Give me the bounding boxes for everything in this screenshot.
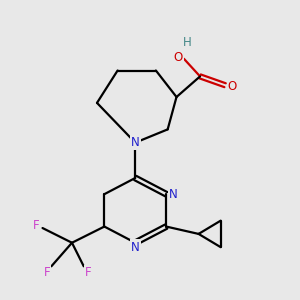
Text: N: N xyxy=(131,136,140,149)
Text: N: N xyxy=(131,241,140,254)
Text: F: F xyxy=(44,266,50,279)
Text: F: F xyxy=(85,266,92,279)
Text: N: N xyxy=(169,188,178,201)
Text: F: F xyxy=(33,219,39,232)
Text: O: O xyxy=(228,80,237,93)
Text: O: O xyxy=(173,51,183,64)
Text: H: H xyxy=(182,36,191,49)
